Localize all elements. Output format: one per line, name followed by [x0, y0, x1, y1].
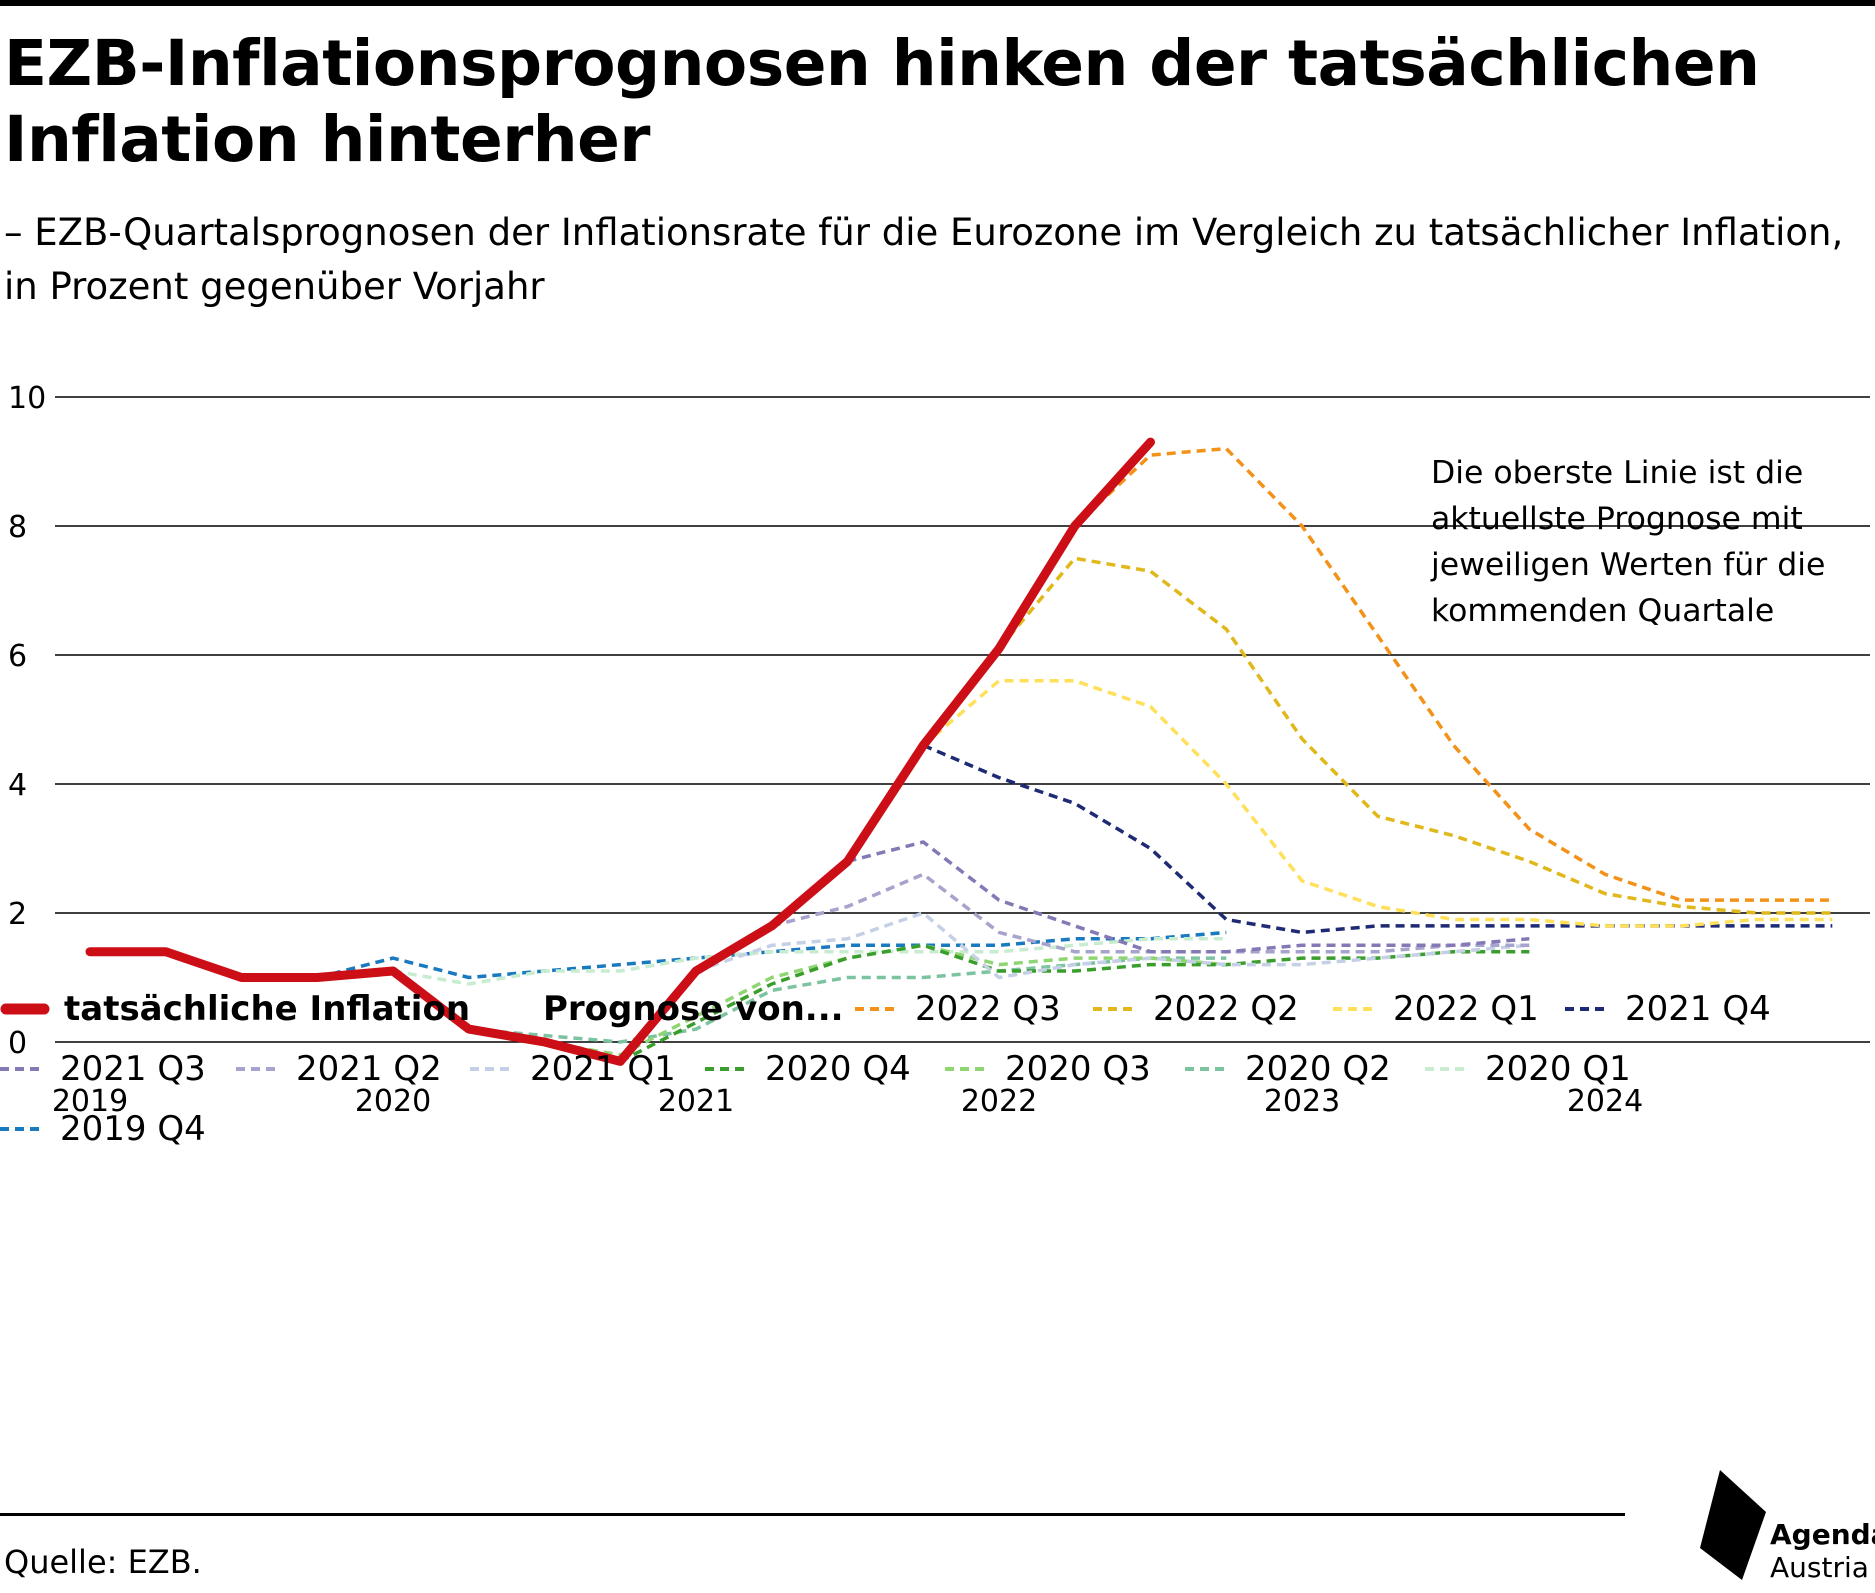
forecast-line-2020-q1: [392, 937, 1227, 986]
logo-wordmark-line1: Agenda: [1770, 1518, 1875, 1551]
legend-layer: tatsächliche Inflation Prognose von... 202…: [0, 989, 1771, 1149]
forecast-line-2022-q1: [922, 679, 1833, 928]
y-tick-label: 0: [8, 1026, 27, 1061]
agenda-austria-logo: [1700, 1470, 1766, 1580]
legend-label-actual: tatsächliche Inflation: [64, 989, 470, 1029]
x-tick-label: 2020: [355, 1084, 431, 1119]
forecast-line-2019-q4: [316, 930, 1227, 980]
logo-wordmark-line2: Austria: [1770, 1551, 1869, 1584]
forecast-line-2022-q2: [997, 556, 1833, 915]
x-tick-label: 2019: [52, 1084, 128, 1119]
x-tick-label: 2024: [1567, 1084, 1643, 1119]
legend-label: 2022 Q2: [1153, 989, 1299, 1029]
footer-rule: [0, 1513, 1625, 1516]
y-tick-label: 6: [8, 639, 27, 674]
legend-label: 2022 Q3: [915, 989, 1061, 1029]
forecast-line-2021-q4: [922, 743, 1833, 935]
y-tick-label: 2: [8, 897, 27, 932]
x-tick-label: 2021: [658, 1084, 734, 1119]
legend-label: 2020 Q2: [1245, 1049, 1391, 1089]
annotation-line: Die oberste Linie ist die: [1431, 455, 1804, 491]
legend-label: 2020 Q4: [765, 1049, 911, 1089]
forecast-line-2020-q2: [468, 956, 1227, 1044]
y-tick-label: 8: [8, 510, 27, 545]
legend-label: 2022 Q1: [1393, 989, 1539, 1029]
legend-label: 2021 Q1: [530, 1049, 676, 1089]
logo-mark-icon: [1700, 1470, 1766, 1580]
legend-label: 2020 Q1: [1485, 1049, 1631, 1089]
actual-inflation-line: [85, 437, 1155, 1066]
chart-title: EZB-Inflationsprognosen hinken der tatsä…: [4, 27, 1760, 176]
legend-label: 2019 Q4: [60, 1109, 206, 1149]
forecast-line-2021-q3: [847, 840, 1530, 954]
legend-heading: Prognose von...: [543, 989, 844, 1029]
forecast-line-2020-q4: [619, 943, 1530, 1063]
legend-label: 2021 Q2: [296, 1049, 442, 1089]
chart-annotation: Die oberste Linie ist die aktuellste Pro…: [1431, 450, 1871, 634]
tick-layer: 0 2 4 6 8 10 2019 2020 2021 2022 2023 2024: [8, 381, 1643, 1119]
y-tick-label: 10: [8, 381, 46, 416]
annotation-line: jeweiligen Werten für die: [1431, 547, 1826, 583]
y-tick-label: 4: [8, 768, 27, 803]
annotation-line: kommenden Quartale: [1431, 593, 1775, 629]
inflation-line-chart: 0 2 4 6 8 10 2019 2020 2021 2022 2023 2024 tatsächl…: [0, 381, 1870, 1149]
forecast-line-2021-q1: [695, 911, 1530, 980]
x-tick-label: 2022: [961, 1084, 1037, 1119]
legend-label: 2021 Q3: [60, 1049, 206, 1089]
top-rule: [0, 0, 1875, 6]
x-tick-label: 2023: [1264, 1084, 1340, 1119]
chart-subtitle: – EZB-Quartalsprognosen der Inflationsra…: [4, 211, 1844, 308]
legend-label: 2021 Q4: [1625, 989, 1771, 1029]
annotation-line: aktuellste Prognose mit: [1431, 501, 1803, 537]
series-layer: [85, 437, 1833, 1066]
source-note: Quelle: EZB.: [4, 1543, 202, 1581]
grid-layer: [55, 396, 1870, 1043]
forecast-line-2022-q3: [1073, 446, 1833, 902]
legend-label: 2020 Q3: [1005, 1049, 1151, 1089]
